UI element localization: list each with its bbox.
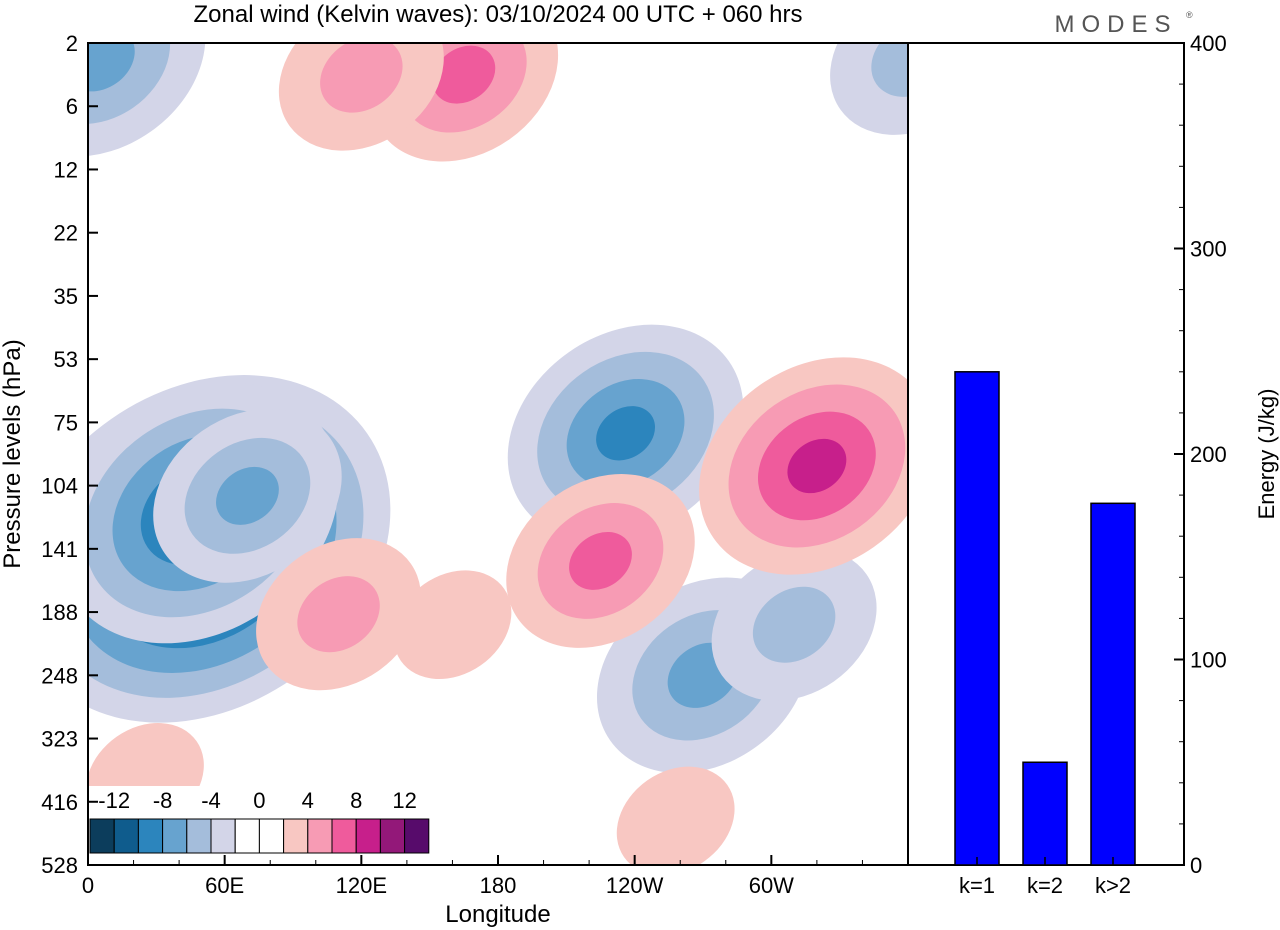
legend-label: -4 xyxy=(201,788,221,813)
contour-band xyxy=(787,438,847,494)
energy-tick-label: 400 xyxy=(1190,31,1227,56)
energy-bar xyxy=(1022,761,1068,866)
wind-anomaly-11 xyxy=(393,570,512,680)
legend-swatch xyxy=(89,818,115,854)
bar-category-label: k=2 xyxy=(1027,873,1063,898)
legend-swatch xyxy=(307,818,333,854)
x-axis-label: Longitude xyxy=(445,901,550,928)
contour-band xyxy=(752,586,836,663)
wind-anomaly-14 xyxy=(616,766,735,865)
chart-title: Zonal wind (Kelvin waves): 03/10/2024 00… xyxy=(194,1,803,28)
wind-anomaly-13 xyxy=(278,43,444,151)
legend-swatch xyxy=(113,818,139,854)
y-tick-label: 6 xyxy=(66,94,78,119)
y-tick-label: 141 xyxy=(41,537,78,562)
contour-band xyxy=(830,43,908,135)
contour-band xyxy=(88,43,135,92)
legend-label: 12 xyxy=(392,788,416,813)
y-tick-label: 248 xyxy=(41,663,78,688)
color-legend: -12 -8 -4 0 4 8 12 xyxy=(88,786,433,856)
legend-swatch xyxy=(137,818,164,854)
x-tick-label: 60W xyxy=(749,873,794,898)
x-tick-label: 120E xyxy=(336,873,387,898)
y-tick-label: 12 xyxy=(54,157,78,182)
x-tick-label: 180 xyxy=(480,873,517,898)
legend-swatch xyxy=(355,818,381,854)
x-tick-label: 120W xyxy=(606,873,664,898)
brand-mark: ® xyxy=(1186,10,1193,20)
y-tick-label: 22 xyxy=(54,221,78,246)
wind-anomaly-7 xyxy=(830,43,908,135)
y-axis-label: Pressure levels (hPa) xyxy=(0,339,26,568)
legend-swatch xyxy=(210,818,236,854)
legend-label: 8 xyxy=(350,788,362,813)
contour-band xyxy=(216,466,279,525)
y-tick-label: 2 xyxy=(66,31,78,56)
legend-swatch xyxy=(162,818,188,854)
contour-band xyxy=(871,43,908,97)
y-tick-label: 528 xyxy=(41,853,78,878)
wind-anomaly-3 xyxy=(507,324,744,542)
wind-anomaly-9 xyxy=(256,538,422,691)
contour-band xyxy=(432,45,496,104)
legend-label: 4 xyxy=(302,788,314,813)
pressure-axis: 2 6 12 22 35 53 75 104 141 188 248 323 416 528 xyxy=(41,31,98,878)
energy-bars: k=1 k=2 k>2 xyxy=(954,371,1136,898)
wind-anomaly-8 xyxy=(506,474,695,648)
y-tick-label: 188 xyxy=(41,600,78,625)
x-tick-label: 0 xyxy=(82,873,94,898)
energy-tick-label: 0 xyxy=(1190,853,1202,878)
brand-logo: MODES xyxy=(1054,11,1177,38)
legend-swatch xyxy=(379,818,406,854)
wind-anomaly-6 xyxy=(88,43,206,157)
contour-band xyxy=(596,406,656,461)
legend-swatch xyxy=(234,818,260,854)
contour-band xyxy=(616,766,735,865)
bar-category-label: k=1 xyxy=(959,873,995,898)
y-tick-label: 104 xyxy=(41,474,78,499)
y-tick-label: 323 xyxy=(41,727,78,752)
energy-tick-label: 100 xyxy=(1190,648,1227,673)
legend-label: -12 xyxy=(98,788,130,813)
y-tick-label: 75 xyxy=(54,410,78,435)
legend-swatch xyxy=(283,818,309,854)
bar-frame xyxy=(907,42,1185,866)
legend-swatch xyxy=(404,818,430,854)
wind-anomaly-2 xyxy=(153,408,342,583)
hovmoller-field xyxy=(88,43,908,865)
legend-label: -8 xyxy=(153,788,173,813)
y-tick-label: 416 xyxy=(41,790,78,815)
energy-tick-label: 300 xyxy=(1190,237,1227,262)
longitude-axis: 0 60E 120E 180 120W 60W xyxy=(82,855,863,898)
wind-anomaly-5 xyxy=(711,548,877,701)
contour-band xyxy=(569,531,632,590)
energy-tick-label: 200 xyxy=(1190,442,1227,467)
contour-band xyxy=(297,576,380,653)
contour-band xyxy=(320,43,403,113)
wind-anomaly-10 xyxy=(699,357,908,575)
y-tick-label: 53 xyxy=(54,347,78,372)
y-tick-label: 35 xyxy=(54,284,78,309)
energy-axis-label: Energy (J/kg) xyxy=(1254,389,1279,520)
x-tick-label: 60E xyxy=(205,873,244,898)
bar-category-label: k>2 xyxy=(1095,873,1131,898)
energy-bar xyxy=(954,371,1000,866)
legend-swatch xyxy=(186,818,212,854)
energy-bar xyxy=(1090,502,1136,866)
legend-swatch xyxy=(258,818,285,854)
contour-band xyxy=(393,570,512,680)
legend-label: 0 xyxy=(253,788,265,813)
legend-swatch xyxy=(331,818,357,854)
energy-axis: 0 100 200 300 400 xyxy=(1174,31,1227,878)
